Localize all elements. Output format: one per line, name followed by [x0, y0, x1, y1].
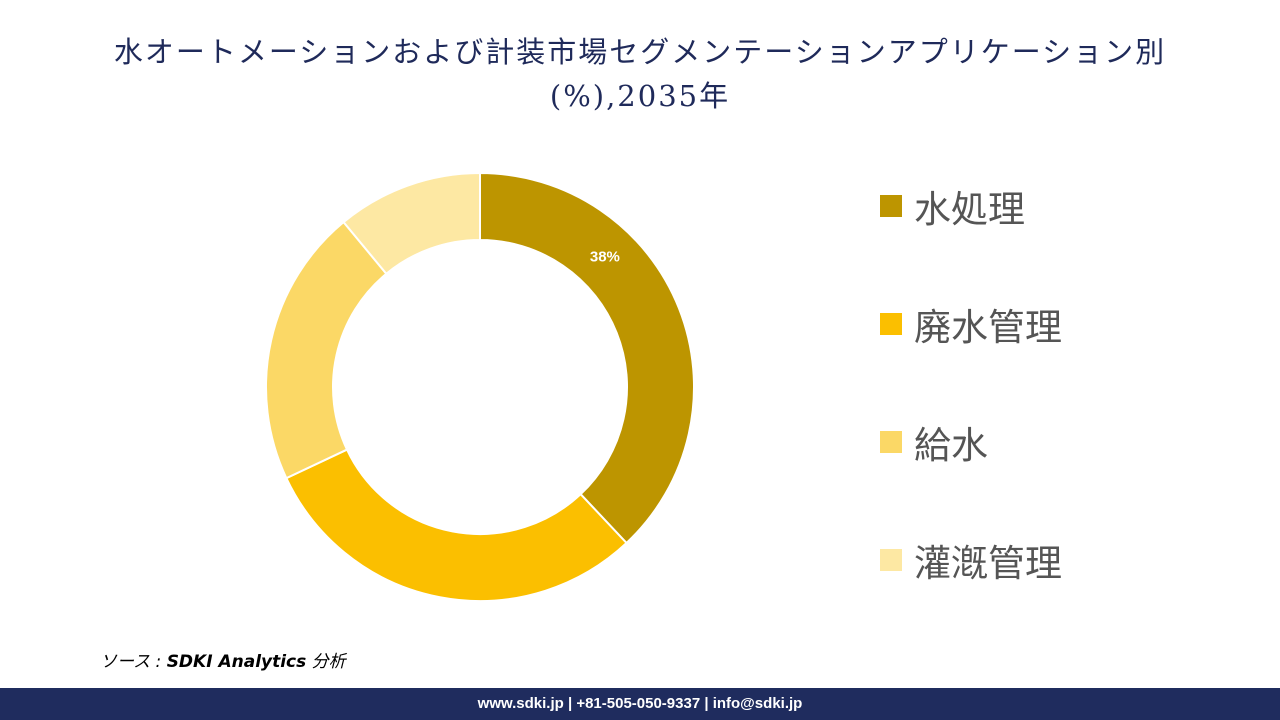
donut-chart: 38%: [265, 171, 695, 602]
data-label-water-treatment: 38%: [590, 249, 620, 266]
legend: 水処理 廃水管理 給水 灌漑管理: [880, 176, 1062, 648]
source-prefix: ソース :: [100, 652, 167, 672]
source-name: SDKI Analytics: [166, 652, 307, 672]
donut-slice-irrigation-management: [342, 171, 481, 276]
donut-slice-water-supply: [265, 220, 388, 480]
legend-item-water-treatment: 水処理: [880, 176, 1062, 236]
legend-item-water-supply: 給水: [880, 412, 1062, 472]
legend-label-irrigation-management: 灌漑管理: [914, 542, 1062, 585]
legend-label-wastewater-management: 廃水管理: [914, 306, 1062, 349]
legend-item-irrigation-management: 灌漑管理: [880, 530, 1062, 590]
donut-slice-wastewater-management: [285, 448, 628, 602]
legend-item-wastewater-management: 廃水管理: [880, 294, 1062, 354]
legend-swatch-wastewater-management: [880, 313, 902, 335]
chart-title: 水オートメーションおよび計装市場セグメンテーションアプリケーション別(%),20…: [113, 35, 1167, 113]
legend-label-water-treatment: 水処理: [914, 188, 1025, 231]
footer-contact-bar: www.sdki.jp | +81-505-050-9337 | info@sd…: [0, 688, 1280, 720]
legend-swatch-irrigation-management: [880, 549, 902, 571]
source-note: ソース : SDKI Analytics 分析: [100, 647, 346, 672]
legend-label-water-supply: 給水: [914, 424, 988, 467]
legend-swatch-water-supply: [880, 431, 902, 453]
source-suffix: 分析: [306, 652, 346, 672]
donut-slice-water-treatment: [479, 171, 695, 545]
legend-swatch-water-treatment: [880, 195, 902, 217]
